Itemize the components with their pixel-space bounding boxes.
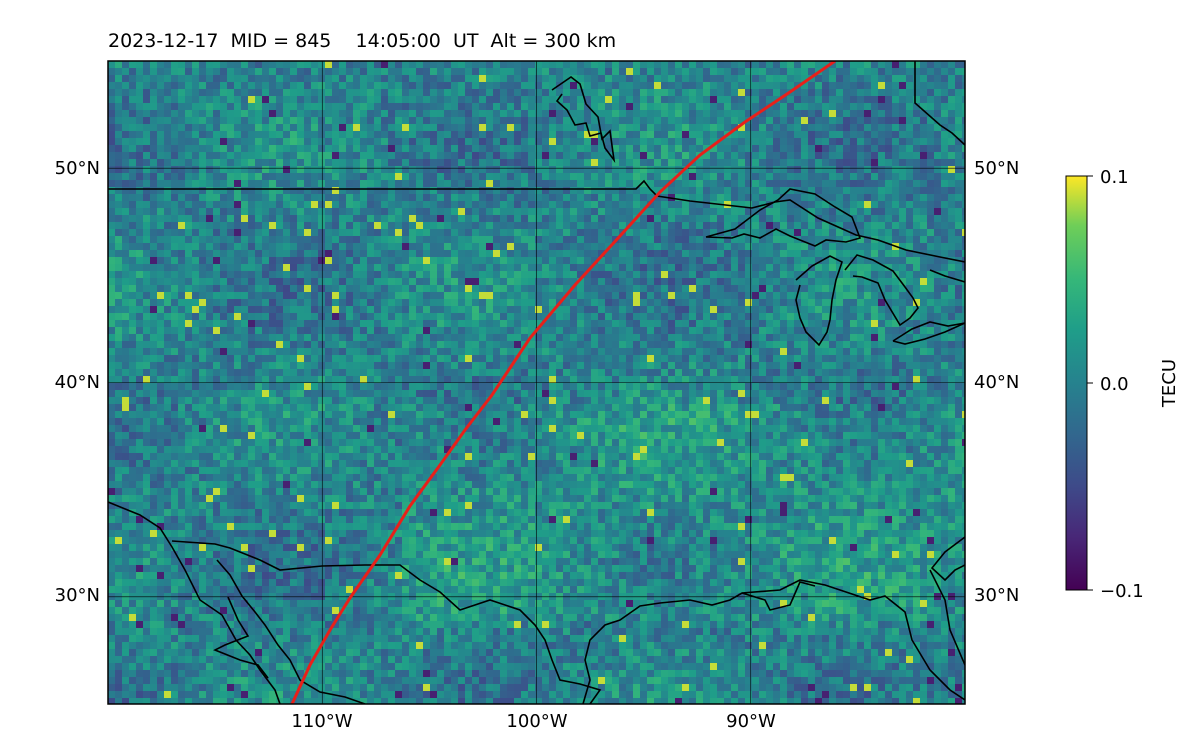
lat-label-40-left: 40°N xyxy=(55,372,100,393)
lon-label-100w: 100°W xyxy=(506,711,567,732)
us-mexico-border xyxy=(171,540,602,704)
map-gridlines xyxy=(108,61,965,704)
colorbar-gradient xyxy=(1065,175,1088,591)
tec-field xyxy=(108,61,965,704)
lake-michigan xyxy=(795,255,843,347)
colorbar-label: TECU xyxy=(1159,359,1180,408)
plot-title: 2023-12-17 MID = 845 14:05:00 UT Alt = 3… xyxy=(108,30,617,52)
lake-superior xyxy=(705,188,862,247)
pacific-coast xyxy=(108,501,281,704)
lon-labels: 110°W 100°W 90°W xyxy=(291,711,776,732)
baja-peninsula xyxy=(216,559,366,704)
colorbar: 0.1 0.0 −0.1 TECU xyxy=(1065,167,1180,602)
map-frame xyxy=(107,60,966,705)
colorbar-tick-max: 0.1 xyxy=(1100,167,1129,188)
lat-label-50-left: 50°N xyxy=(55,158,100,179)
lake-huron xyxy=(844,254,919,327)
lat-labels-right: 50°N 40°N 30°N xyxy=(974,158,1019,606)
atlantic-coast xyxy=(930,536,965,582)
lon-label-110w: 110°W xyxy=(291,711,352,732)
colorbar-tick-min: −0.1 xyxy=(1100,581,1144,602)
hudson-bay-coast xyxy=(551,76,616,163)
lat-label-50-right: 50°N xyxy=(974,158,1019,179)
colorbar-tick-zero: 0.0 xyxy=(1100,374,1129,395)
satellite-track xyxy=(290,61,836,704)
lat-labels-left: 50°N 40°N 30°N xyxy=(55,158,100,606)
lat-label-30-right: 30°N xyxy=(974,585,1019,606)
coastlines xyxy=(108,61,965,704)
lon-label-90w: 90°W xyxy=(726,711,776,732)
lat-label-30-left: 30°N xyxy=(55,585,100,606)
lat-label-40-right: 40°N xyxy=(974,372,1019,393)
